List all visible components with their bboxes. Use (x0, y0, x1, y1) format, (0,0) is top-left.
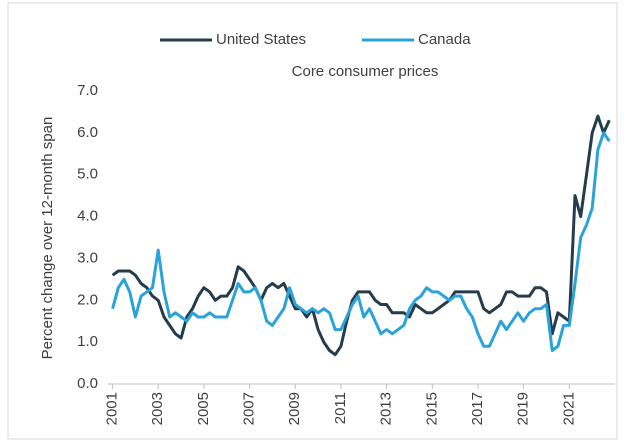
x-tick-label: 2019 (515, 392, 532, 425)
y-tick-label: 2.0 (77, 291, 98, 308)
x-tick-label: 2001 (104, 392, 121, 425)
legend-label: Canada (418, 31, 471, 48)
y-tick-label: 7.0 (77, 82, 98, 99)
legend-label: United States (216, 31, 306, 48)
x-tick-label: 2021 (560, 392, 577, 425)
x-tick-label: 2009 (286, 392, 303, 425)
y-tick-label: 4.0 (77, 208, 98, 225)
x-tick-label: 2011 (332, 392, 349, 424)
chart-title: Core consumer prices (292, 63, 439, 80)
x-tick-label: 2015 (423, 392, 440, 425)
x-tick-label: 2017 (469, 392, 486, 425)
x-tick-label: 2005 (195, 392, 212, 425)
y-tick-label: 1.0 (77, 333, 98, 350)
y-tick-label: 3.0 (77, 249, 98, 266)
y-tick-label: 6.0 (77, 124, 98, 141)
x-tick-label: 2013 (378, 392, 395, 425)
series-line (111, 131, 611, 352)
y-axis-label: Percent change over 12-month span (39, 117, 56, 360)
y-tick-label: 5.0 (77, 166, 98, 183)
series-line (111, 114, 611, 357)
frame (7, 2, 618, 440)
x-tick-label: 2003 (149, 392, 166, 425)
y-tick-label: 0.0 (77, 375, 98, 392)
x-tick-label: 2007 (241, 392, 258, 425)
